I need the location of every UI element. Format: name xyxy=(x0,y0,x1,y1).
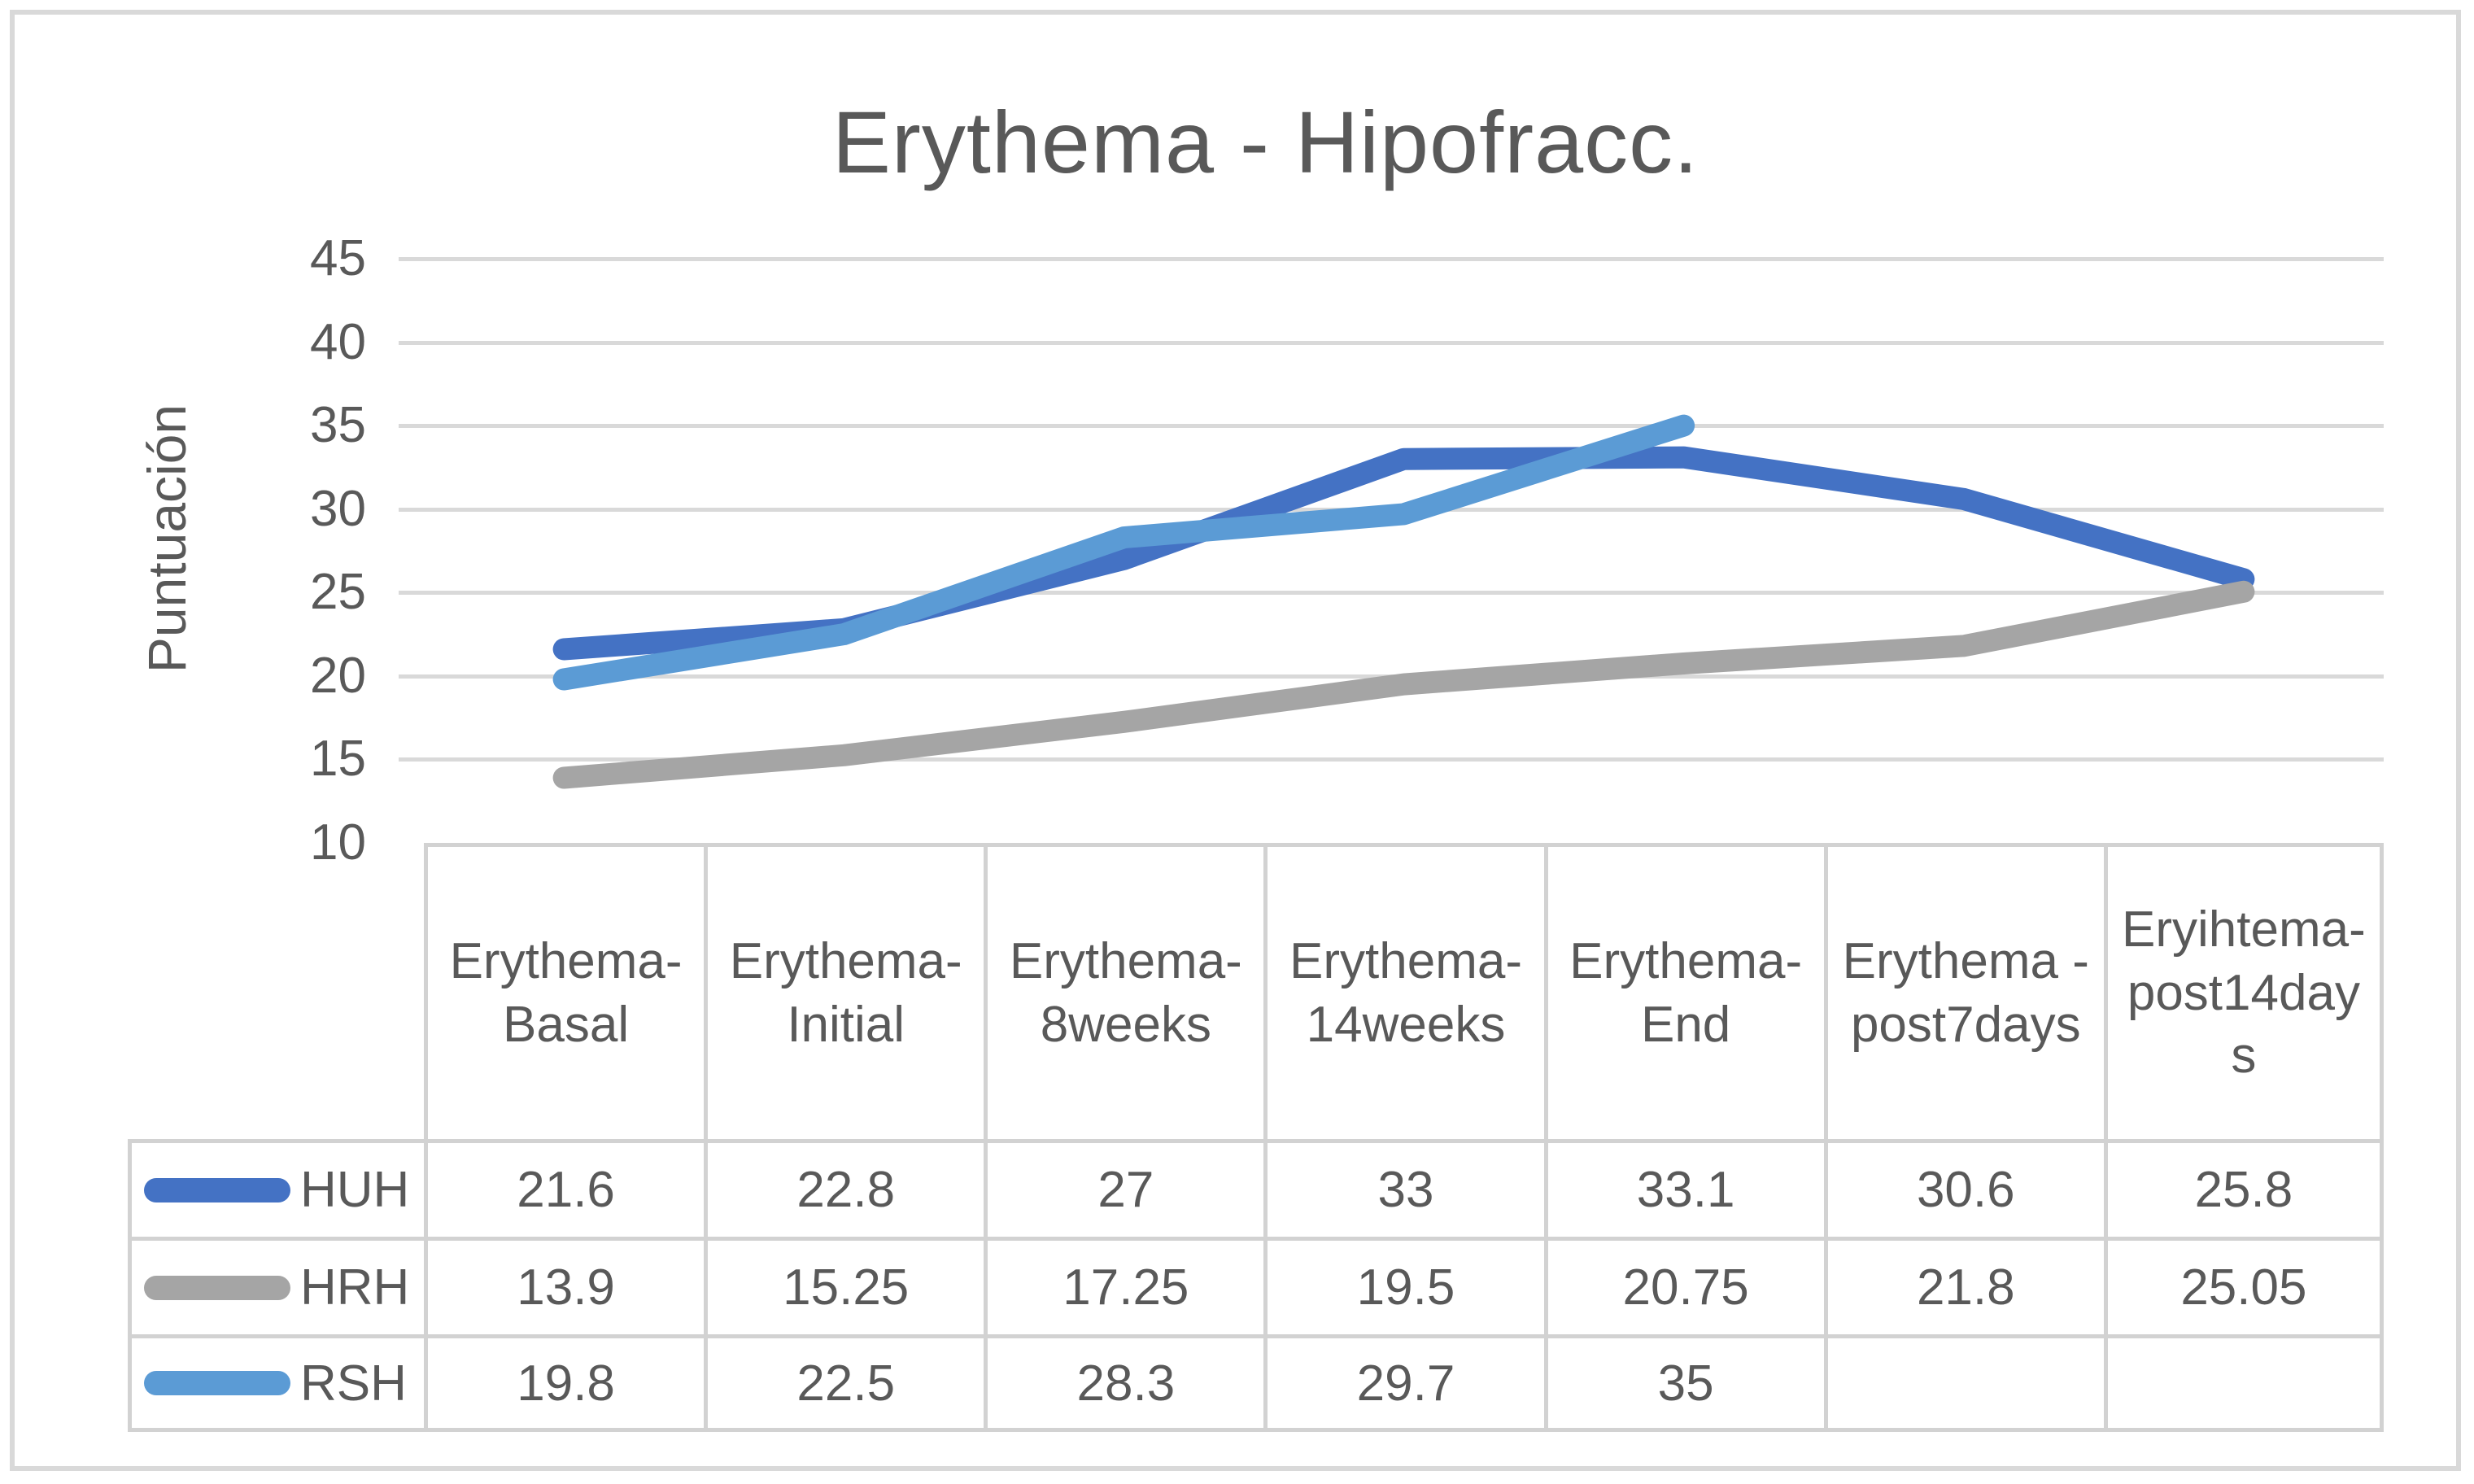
series-lines xyxy=(552,414,2255,789)
y-tick-label: 20 xyxy=(310,647,366,704)
legend-key-rsh xyxy=(144,1371,290,1395)
value-cell: 13.9 xyxy=(424,1237,705,1334)
value-cell: 25.05 xyxy=(2103,1237,2384,1334)
legend-entry: RSH xyxy=(128,1334,424,1432)
column-header: Eryihtema-post14days xyxy=(2103,843,2384,1139)
table-corner-blank xyxy=(128,843,424,1139)
y-tick-label: 30 xyxy=(310,480,366,537)
legend-entry: HUH xyxy=(128,1139,424,1237)
value-cell: 15.25 xyxy=(704,1237,984,1334)
legend-entry: HRH xyxy=(128,1237,424,1334)
value-cell xyxy=(1823,1334,2104,1432)
series-line-rsh xyxy=(552,414,1695,691)
series-line-huh xyxy=(552,446,2255,661)
value-cell: 19.8 xyxy=(424,1334,705,1432)
y-tick-label: 10 xyxy=(310,814,366,871)
value-cell xyxy=(2103,1334,2384,1432)
column-header: Erythema-8weeks xyxy=(984,843,1264,1139)
value-cell: 29.7 xyxy=(1263,1334,1544,1432)
gridline xyxy=(399,340,2384,345)
column-header: Erythema - post7days xyxy=(1823,843,2104,1139)
y-tick-label: 40 xyxy=(310,313,366,370)
value-cell: 28.3 xyxy=(984,1334,1264,1432)
value-cell: 33 xyxy=(1263,1139,1544,1237)
y-tick-label: 25 xyxy=(310,564,366,621)
column-header: Erythema-End xyxy=(1543,843,1824,1139)
gridline xyxy=(399,424,2384,429)
value-cell: 27 xyxy=(984,1139,1264,1237)
legend-key-hrh xyxy=(144,1275,290,1300)
column-header: Erythema-14weeks xyxy=(1263,843,1544,1139)
chart-title: Erythema - Hipofracc. xyxy=(831,93,1700,191)
value-cell: 21.8 xyxy=(1823,1237,2104,1334)
value-cell: 35 xyxy=(1543,1334,1824,1432)
value-cell: 19.5 xyxy=(1263,1237,1544,1334)
value-cell: 30.6 xyxy=(1823,1139,2104,1237)
series-name-label: RSH xyxy=(300,1355,407,1412)
value-cell: 22.5 xyxy=(704,1334,984,1432)
value-cell: 21.6 xyxy=(424,1139,705,1237)
value-cell: 20.75 xyxy=(1543,1237,1824,1334)
gridline xyxy=(399,591,2384,596)
data-table: Erythema-Basal Erythema-Initial Erythema… xyxy=(128,843,2384,1432)
series-name-label: HUH xyxy=(300,1162,410,1218)
gridline xyxy=(399,257,2384,261)
plot-area xyxy=(399,257,2384,843)
y-tick-label: 35 xyxy=(310,397,366,454)
legend-key-huh xyxy=(144,1177,290,1202)
value-cell: 25.8 xyxy=(2103,1139,2384,1237)
column-header: Erythema-Basal xyxy=(424,843,705,1139)
y-tick-label: 15 xyxy=(310,731,366,788)
value-cell: 17.25 xyxy=(984,1237,1264,1334)
value-cell: 33.1 xyxy=(1543,1139,1824,1237)
series-line-hrh xyxy=(552,580,2255,789)
value-cell: 22.8 xyxy=(704,1139,984,1237)
chart-outer-border xyxy=(10,10,2461,1471)
column-header: Erythema-Initial xyxy=(704,843,984,1139)
y-tick-label: 45 xyxy=(310,230,366,286)
gridline xyxy=(399,757,2384,762)
series-name-label: HRH xyxy=(300,1259,410,1316)
